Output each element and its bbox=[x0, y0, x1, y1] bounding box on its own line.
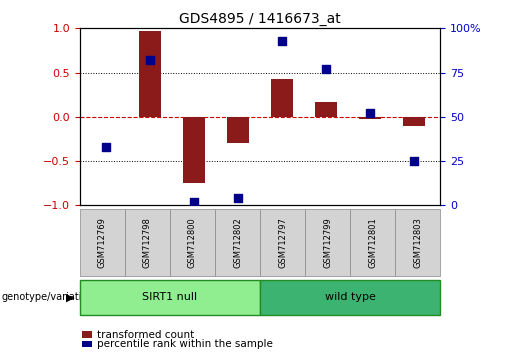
Title: GDS4895 / 1416673_at: GDS4895 / 1416673_at bbox=[179, 12, 341, 26]
Text: GSM712802: GSM712802 bbox=[233, 217, 242, 268]
Point bbox=[234, 195, 242, 201]
Point bbox=[410, 158, 418, 164]
Text: ▶: ▶ bbox=[66, 292, 75, 302]
Point bbox=[366, 110, 374, 116]
Text: GSM712798: GSM712798 bbox=[143, 217, 152, 268]
Bar bbox=[227, 117, 249, 143]
Bar bbox=[271, 79, 293, 117]
Point bbox=[146, 57, 154, 63]
Bar bbox=[359, 117, 381, 120]
Text: wild type: wild type bbox=[325, 292, 375, 302]
Text: GSM712800: GSM712800 bbox=[188, 217, 197, 268]
Point bbox=[102, 144, 110, 150]
Text: GSM712797: GSM712797 bbox=[278, 217, 287, 268]
Text: GSM712803: GSM712803 bbox=[414, 217, 422, 268]
Bar bbox=[403, 117, 425, 126]
Text: GSM712799: GSM712799 bbox=[323, 217, 332, 268]
Text: genotype/variation: genotype/variation bbox=[1, 292, 94, 302]
Point bbox=[278, 38, 286, 44]
Bar bbox=[315, 102, 337, 117]
Text: GSM712769: GSM712769 bbox=[98, 217, 107, 268]
Bar bbox=[139, 31, 161, 117]
Bar bbox=[183, 117, 205, 183]
Text: SIRT1 null: SIRT1 null bbox=[142, 292, 198, 302]
Text: percentile rank within the sample: percentile rank within the sample bbox=[97, 339, 273, 349]
Point bbox=[190, 199, 198, 205]
Text: GSM712801: GSM712801 bbox=[368, 217, 377, 268]
Text: transformed count: transformed count bbox=[97, 330, 194, 339]
Point bbox=[322, 66, 330, 72]
